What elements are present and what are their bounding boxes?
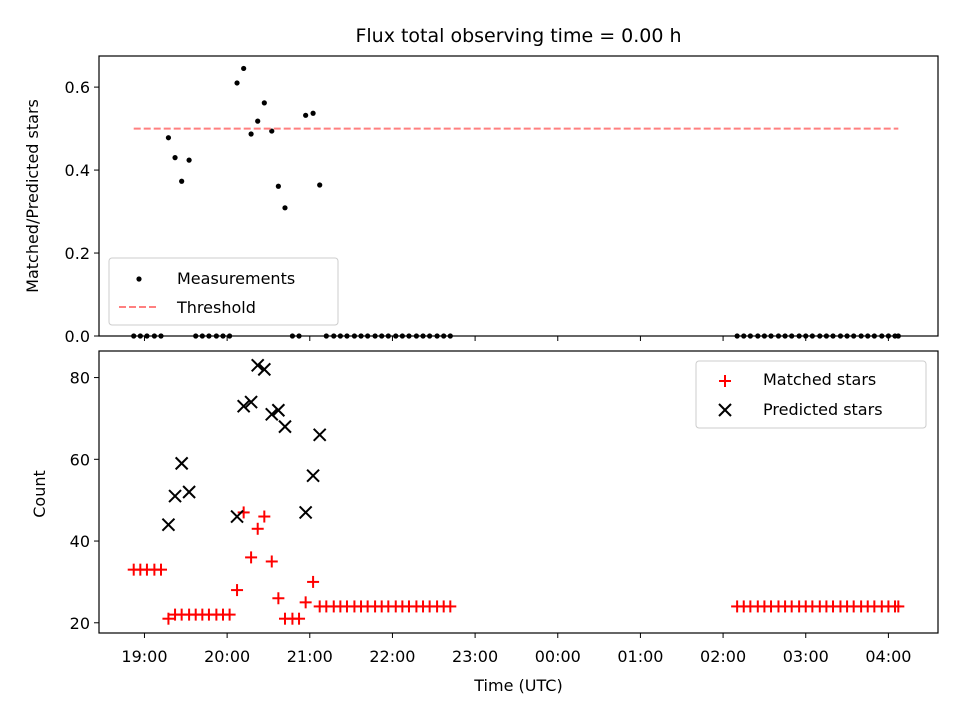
- measurement-point: [269, 128, 275, 134]
- measurement-point: [179, 178, 185, 184]
- measurement-point: [186, 157, 192, 163]
- predicted-stars-point: [168, 489, 182, 503]
- x-tick-label: 01:00: [617, 647, 663, 666]
- bottom-legend-box: [695, 360, 927, 429]
- x-tick-label: 23:00: [452, 647, 498, 666]
- top-x-ticks: [143, 336, 889, 341]
- predicted-stars-point: [236, 399, 251, 413]
- measurement-point: [317, 182, 323, 188]
- legend-threshold-label: Threshold: [176, 298, 256, 317]
- top-axes-frame: [98, 55, 939, 337]
- matched-stars-point: [231, 584, 244, 597]
- measurement-point: [241, 65, 247, 72]
- top-legend-box: [108, 257, 339, 326]
- bottom-legend: Matched stars Predicted stars: [695, 360, 927, 429]
- x-tick-label: 02:00: [700, 647, 746, 666]
- measurement-point: [248, 131, 254, 137]
- top-y-ticks: 0.0 0.2 0.4 0.6: [65, 78, 99, 346]
- matched-stars-point: [272, 592, 285, 605]
- predicted-stars-point: [174, 456, 189, 471]
- measurement-point: [303, 112, 309, 118]
- matched-stars-point: [892, 600, 905, 613]
- matched-stars-point: [251, 522, 264, 535]
- matched-stars-point: [299, 596, 312, 609]
- x-tick-label: 19:00: [121, 647, 167, 666]
- measurement-point: [165, 135, 172, 141]
- chart-title: Flux total observing time = 0.00 h: [355, 25, 681, 47]
- top-y-tick-label: 0.0: [65, 327, 90, 346]
- predicted-stars-point: [244, 395, 258, 409]
- matched-stars-point: [258, 510, 271, 523]
- x-tick-label: 20:00: [204, 647, 250, 666]
- legend-matched-marker: [719, 375, 731, 387]
- x-axis-label: Time (UTC): [473, 676, 562, 695]
- bottom-y-tick-label: 80: [70, 369, 90, 388]
- top-y-axis-label: Matched/Predicted stars: [23, 99, 42, 293]
- matched-stars-point: [237, 506, 250, 519]
- measurement-point: [172, 155, 178, 161]
- predicted-stars-point: [182, 485, 196, 499]
- matched-stars-point: [154, 563, 167, 576]
- bottom-y-axis-label: Count: [30, 470, 49, 518]
- legend-measurements-marker: [136, 276, 142, 282]
- measurement-point: [261, 100, 267, 106]
- predicted-stars-point: [161, 517, 176, 532]
- top-y-tick-label: 0.2: [65, 244, 90, 263]
- bottom-y-ticks: 20 40 60 80: [70, 369, 99, 633]
- matched-stars-point: [162, 612, 175, 625]
- legend-measurements-label: Measurements: [177, 269, 295, 288]
- top-panel: 0.0 0.2 0.4 0.6 Matched/Predicted stars Mea…: [23, 55, 939, 346]
- bottom-y-tick-label: 60: [70, 450, 90, 469]
- bottom-panel: 20 40 60 80 19:00 20:00 21:00 22:00 23:00 00:00 0…: [30, 350, 939, 695]
- legend-predicted-label: Predicted stars: [763, 400, 883, 419]
- top-y-tick-label: 0.6: [65, 78, 90, 97]
- matched-stars-point: [265, 555, 278, 568]
- x-tick-label: 00:00: [535, 647, 581, 666]
- predicted-stars-point: [278, 419, 292, 434]
- matched-stars-point: [293, 612, 306, 625]
- matched-stars-point: [223, 608, 236, 621]
- predicted-stars-point: [312, 428, 327, 442]
- measurement-point: [255, 118, 261, 124]
- legend-matched-label: Matched stars: [763, 370, 876, 389]
- matched-stars-point: [307, 575, 320, 588]
- bottom-y-tick-label: 40: [70, 532, 90, 551]
- bottom-plot-area: [127, 358, 905, 625]
- predicted-stars-point: [230, 509, 244, 524]
- bottom-y-tick-label: 20: [70, 614, 90, 633]
- measurement-point: [234, 80, 240, 86]
- x-tick-label: 21:00: [287, 647, 333, 666]
- measurement-point: [275, 183, 281, 189]
- x-tick-label: 03:00: [783, 647, 829, 666]
- predicted-stars-point: [298, 505, 313, 520]
- predicted-stars-point: [251, 358, 265, 373]
- predicted-stars-point: [257, 362, 272, 377]
- predicted-stars-point: [306, 468, 320, 483]
- measurement-point: [310, 110, 316, 116]
- x-tick-label: 04:00: [865, 647, 911, 666]
- measurement-point: [282, 205, 288, 211]
- bottom-axes-frame: [98, 350, 939, 634]
- matched-stars-point: [245, 551, 258, 564]
- bottom-x-ticks: 19:00 20:00 21:00 22:00 23:00 00:00 01:00 02:00…: [121, 633, 911, 666]
- top-legend: Measurements Threshold: [108, 257, 339, 326]
- x-tick-label: 22:00: [369, 647, 415, 666]
- predicted-stars-point: [271, 403, 286, 417]
- top-y-tick-label: 0.4: [65, 161, 90, 180]
- predicted-stars-point: [265, 407, 279, 422]
- legend-predicted-marker: [718, 403, 732, 417]
- matched-stars-point: [444, 600, 457, 613]
